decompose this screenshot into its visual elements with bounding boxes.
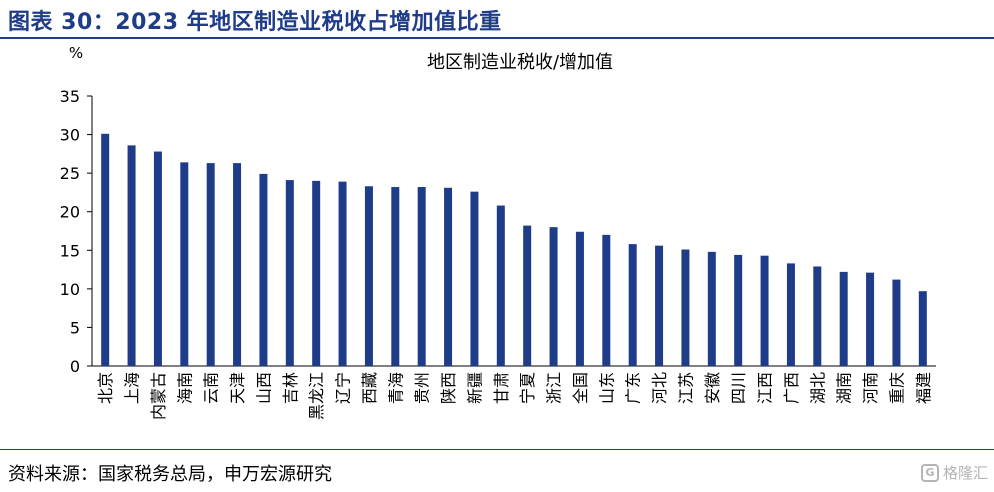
bar (655, 245, 664, 366)
footer-rule (0, 449, 994, 450)
x-tick-label: 江苏 (676, 372, 695, 404)
bar (312, 180, 321, 366)
bar (813, 266, 822, 366)
x-tick-label: 内蒙古 (149, 372, 168, 420)
watermark: G 格隆汇 (920, 462, 988, 483)
y-axis-unit: % (69, 44, 83, 62)
x-tick-label: 江西 (756, 372, 775, 404)
x-tick-labels: 北京 上海 内蒙古 海南 云南 天津 山西 吉林 黑龙江 辽宁 西藏 青海 贵州 陕西 新疆 甘肃 宁夏 浙江 全国… (96, 372, 933, 420)
bar (444, 187, 453, 366)
bar (180, 162, 189, 366)
y-tick-label: 15 (60, 241, 80, 260)
x-tick-label: 上海 (123, 372, 142, 404)
bar (839, 271, 848, 366)
y-tick-label: 30 (60, 126, 80, 145)
logo-icon: G (920, 463, 939, 482)
y-tick-label: 5 (70, 318, 80, 337)
bar (602, 234, 611, 366)
x-tick-label: 湖北 (808, 372, 827, 404)
bar (259, 173, 268, 366)
x-tick-label: 吉林 (281, 372, 300, 404)
bar (206, 163, 215, 366)
x-tick-label: 云南 (202, 372, 221, 404)
x-tick-label: 山东 (597, 372, 616, 404)
x-tick-label: 湖南 (835, 372, 854, 404)
x-tick-label: 黑龙江 (307, 372, 326, 420)
x-tick-label: 青海 (386, 372, 405, 404)
bar (760, 255, 769, 366)
bar (496, 205, 505, 366)
y-tick-label: 25 (60, 164, 80, 183)
x-tick-label: 重庆 (887, 372, 906, 404)
y-tick-label: 35 (60, 87, 80, 106)
x-tick-label: 广西 (782, 372, 801, 404)
bar (391, 187, 400, 366)
x-tick-label: 甘肃 (492, 372, 511, 404)
y-tick-label: 20 (60, 203, 80, 222)
x-tick-label: 福建 (914, 372, 933, 404)
y-ticks: 0 5 10 15 20 25 30 35 (60, 87, 92, 376)
bar (549, 227, 558, 366)
x-tick-label: 宁夏 (518, 372, 537, 404)
x-tick-label: 山西 (254, 372, 273, 404)
bar (575, 231, 584, 366)
bar (892, 279, 901, 366)
bar (918, 291, 927, 366)
bar (338, 181, 347, 366)
x-tick-label: 新疆 (465, 372, 484, 404)
bar (233, 163, 242, 366)
bar (153, 151, 162, 366)
bar-chart: 地区制造业税收/增加值 % 0 5 10 15 20 25 30 35 北京 上海 内蒙古 海南 云南… (60, 44, 936, 420)
x-tick-label: 北京 (96, 372, 115, 404)
bar (707, 251, 716, 366)
x-tick-label: 海南 (175, 372, 194, 404)
x-tick-label: 陕西 (439, 372, 458, 404)
source-note: 资料来源：国家税务总局，申万宏源研究 (8, 464, 332, 485)
bar (127, 145, 136, 366)
title-rule (0, 37, 994, 39)
x-tick-label: 四川 (729, 372, 748, 404)
bar (101, 133, 110, 366)
bar (470, 191, 479, 366)
figure-title: 图表 30：2023 年地区制造业税收占增加值比重 (8, 10, 502, 35)
x-tick-label: 河南 (861, 372, 880, 404)
watermark-text: 格隆汇 (942, 464, 988, 482)
bars (101, 133, 927, 366)
x-tick-label: 全国 (571, 372, 590, 404)
y-tick-label: 10 (60, 280, 80, 299)
x-tick-label: 西藏 (360, 372, 379, 404)
bar (786, 263, 795, 366)
x-tick-label: 浙江 (545, 372, 564, 404)
bar (734, 254, 743, 366)
bar (364, 186, 373, 366)
bar (285, 180, 294, 366)
bar (866, 272, 875, 366)
x-tick-label: 河北 (650, 372, 669, 404)
x-tick-label: 辽宁 (334, 372, 353, 404)
bar (681, 249, 690, 366)
chart-title: 地区制造业税收/增加值 (427, 52, 613, 73)
bar (523, 225, 532, 366)
y-tick-label: 0 (70, 357, 80, 376)
bar (628, 244, 637, 366)
x-tick-label: 安徽 (703, 372, 722, 404)
x-tick-label: 贵州 (413, 372, 432, 404)
x-tick-label: 天津 (228, 372, 247, 404)
x-tick-label: 广东 (624, 372, 643, 404)
bar (417, 187, 426, 366)
